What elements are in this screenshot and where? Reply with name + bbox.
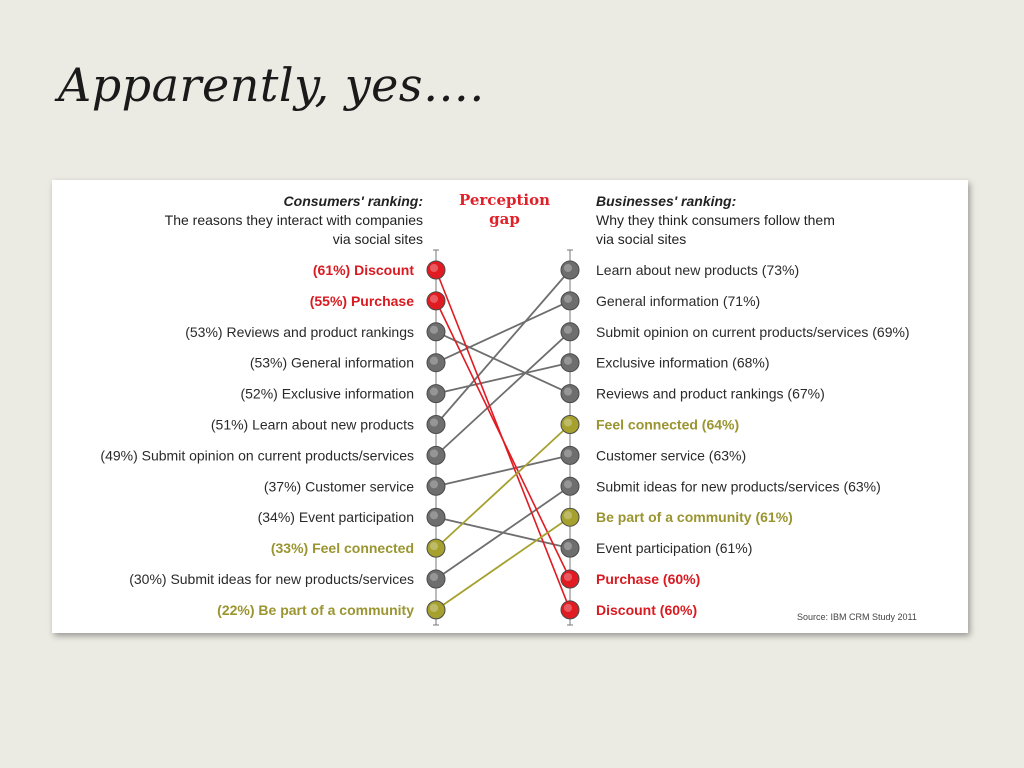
left-marker-2 [426, 322, 446, 342]
slide-title: Apparently, yes…. [58, 58, 485, 112]
left-item-label-8: (34%) Event participation [258, 509, 414, 525]
right-marker-10 [560, 569, 580, 589]
right-marker-6-highlight [563, 449, 573, 458]
consumers-header-title: Consumers' ranking: [283, 193, 423, 209]
perception-gap-line2: gap [489, 210, 520, 228]
left-marker-8 [426, 507, 446, 527]
left-item-label-6: (49%) Submit opinion on current products… [100, 447, 414, 463]
right-item-label-10: Purchase (60%) [596, 571, 700, 587]
right-marker-6 [560, 445, 580, 465]
right-marker-2-highlight [563, 325, 573, 334]
left-marker-2-highlight [429, 325, 439, 334]
consumers-header-line1: The reasons they interact with companies [164, 212, 423, 228]
left-marker-6-highlight [429, 449, 439, 458]
left-marker-3-highlight [429, 356, 439, 365]
consumers-header: Consumers' ranking: The reasons they int… [165, 192, 423, 249]
right-marker-7-highlight [563, 480, 573, 489]
left-marker-8-highlight [429, 511, 439, 520]
connector-line-7-6 [435, 454, 571, 488]
left-marker-4-highlight [429, 387, 439, 396]
perception-gap-figure: (61%) Discount (55%) Purchase (53%) Review… [52, 180, 968, 633]
right-marker-10-highlight [563, 572, 573, 582]
right-marker-7 [560, 476, 580, 496]
right-marker-0 [560, 260, 580, 280]
left-marker-5 [426, 415, 446, 434]
right-marker-8 [560, 507, 580, 527]
connector-line-10-7 [435, 485, 571, 580]
right-item-label-8: Be part of a community (61%) [596, 509, 793, 525]
right-marker-9-highlight [563, 542, 573, 551]
left-item-label-2: (53%) Reviews and product rankings [185, 324, 414, 340]
connector-line-2-4 [435, 330, 571, 395]
right-marker-0-highlight [563, 263, 573, 273]
right-marker-3-highlight [563, 356, 573, 365]
left-item-label-9: (33%) Feel connected [271, 540, 414, 556]
right-item-label-11: Discount (60%) [596, 602, 697, 618]
right-marker-9 [560, 538, 580, 558]
right-item-label-9: Event participation (61%) [596, 540, 752, 556]
right-marker-1 [560, 291, 580, 311]
left-marker-7 [426, 476, 446, 496]
connector-line-5-0 [435, 269, 571, 426]
consumers-header-line2: via social sites [332, 231, 423, 247]
left-marker-1-highlight [429, 294, 439, 303]
left-marker-9 [426, 538, 446, 558]
left-item-label-7: (37%) Customer service [264, 478, 414, 494]
left-marker-5-highlight [429, 418, 439, 427]
connector-line-9-5 [435, 423, 571, 549]
perception-gap-title: Perception gap [447, 191, 562, 229]
connector-line-1-10 [435, 300, 571, 580]
businesses-header-title: Businesses' ranking: [596, 193, 737, 209]
right-marker-5 [560, 415, 580, 434]
left-marker-9-highlight [429, 542, 439, 551]
left-marker-0-highlight [429, 263, 439, 273]
right-item-label-7: Submit ideas for new products/services (… [596, 478, 881, 494]
left-marker-11-highlight [429, 603, 439, 612]
left-item-label-4: (52%) Exclusive information [240, 386, 414, 402]
right-item-label-2: Submit opinion on current products/servi… [596, 324, 910, 340]
left-item-label-3: (53%) General information [250, 355, 414, 371]
left-marker-4 [426, 384, 446, 404]
connector-line-6-2 [435, 331, 571, 457]
left-marker-1 [426, 291, 446, 311]
right-item-label-4: Reviews and product rankings (67%) [596, 386, 825, 402]
left-marker-11 [426, 600, 446, 620]
right-marker-1-highlight [563, 294, 573, 303]
left-marker-3 [426, 353, 446, 373]
right-marker-4-highlight [563, 387, 573, 396]
connector-line-3-1 [435, 300, 571, 364]
right-item-label-5: Feel connected (64%) [596, 417, 739, 433]
connector-line-4-3 [435, 361, 571, 395]
right-marker-5-highlight [563, 418, 573, 427]
perception-gap-line1: Perception [458, 191, 551, 209]
left-marker-6 [426, 445, 446, 465]
right-marker-3 [560, 353, 580, 373]
source-note: Source: IBM CRM Study 2011 [797, 612, 917, 622]
connector-line-11-8 [435, 516, 571, 611]
right-item-label-6: Customer service (63%) [596, 447, 746, 463]
left-item-label-0: (61%) Discount [313, 262, 414, 278]
left-item-label-11: (22%) Be part of a community [217, 602, 414, 618]
right-marker-11-highlight [563, 603, 573, 612]
businesses-header-line2: via social sites [596, 231, 687, 247]
right-marker-8-highlight [563, 511, 573, 520]
right-marker-2 [560, 322, 580, 342]
businesses-header-line1: Why they think consumers follow them [596, 212, 835, 228]
right-item-label-3: Exclusive information (68%) [596, 355, 770, 371]
slope-chart: (61%) Discount (55%) Purchase (53%) Review… [100, 249, 910, 626]
left-marker-7-highlight [429, 480, 439, 489]
left-item-label-10: (30%) Submit ideas for new products/serv… [129, 571, 414, 587]
right-marker-4 [560, 384, 580, 404]
left-marker-10-highlight [429, 572, 439, 582]
left-item-label-1: (55%) Purchase [310, 293, 414, 309]
left-marker-10 [426, 569, 446, 589]
businesses-header: Businesses' ranking: Why they think cons… [596, 192, 835, 249]
right-marker-11 [560, 600, 580, 620]
right-item-label-0: Learn about new products (73%) [596, 262, 799, 278]
left-marker-0 [426, 260, 446, 280]
left-item-label-5: (51%) Learn about new products [211, 417, 414, 433]
right-item-label-1: General information (71%) [596, 293, 760, 309]
